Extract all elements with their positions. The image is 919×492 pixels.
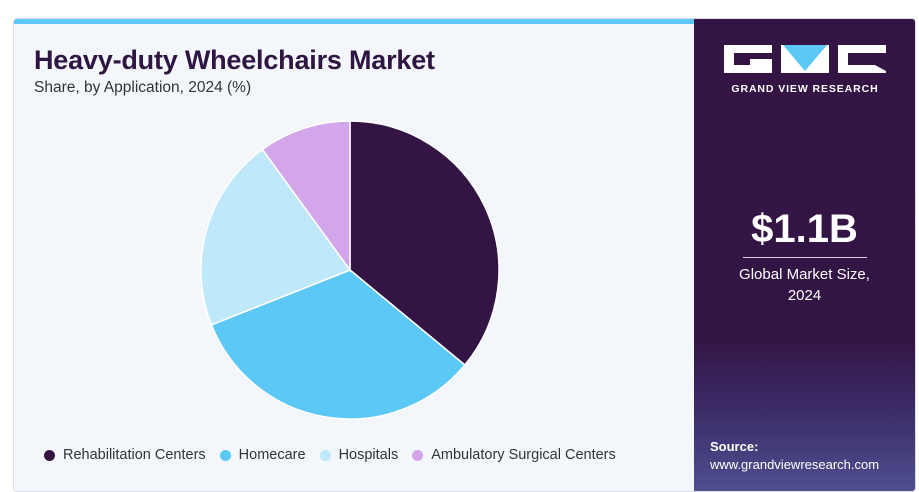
source-label: Source: — [710, 439, 759, 454]
market-size-label-line1: Global Market Size, — [739, 266, 870, 283]
divider — [743, 257, 867, 258]
market-size-label-line2: 2024 — [787, 287, 822, 304]
legend-swatch — [219, 449, 231, 461]
market-size-label: Global Market Size, 2024 — [694, 264, 915, 306]
pie-chart — [200, 120, 500, 420]
brand-name: GRAND VIEW RESEARCH — [731, 83, 879, 95]
legend-item: Homecare — [219, 447, 306, 463]
legend-item: Ambulatory Surgical Centers — [412, 447, 616, 463]
legend-label: Rehabilitation Centers — [63, 447, 206, 463]
chart-panel: Heavy-duty Wheelchairs Market Share, by … — [14, 19, 694, 491]
legend-swatch — [319, 449, 331, 461]
chart-card: Heavy-duty Wheelchairs Market Share, by … — [13, 18, 916, 492]
chart-title: Heavy-duty Wheelchairs Market — [34, 45, 435, 75]
market-size-value: $1.1B — [751, 207, 858, 251]
pie-slice-homecare[interactable] — [210, 269, 466, 420]
chart-subtitle: Share, by Application, 2024 (%) — [34, 79, 252, 96]
legend-label: Homecare — [238, 447, 306, 463]
pie-slice-ambulatory-surgical-centers[interactable] — [261, 120, 351, 273]
legend-swatch — [44, 449, 55, 461]
pie-slice-hospitals[interactable] — [200, 148, 352, 326]
pie-slice-rehabilitation-centers[interactable] — [349, 120, 500, 367]
grand-view-research-logo-icon — [724, 45, 886, 73]
source-url[interactable]: www.grandviewresearch.com — [710, 457, 880, 472]
chart-legend: Rehabilitation Centers Homecare Hospitals A… — [44, 447, 630, 463]
legend-item: Rehabilitation Centers — [44, 447, 206, 463]
brand-logo: GRAND VIEW RESEARCH — [724, 45, 886, 95]
accent-bar — [14, 19, 694, 24]
legend-label: Ambulatory Surgical Centers — [431, 447, 616, 463]
legend-label: Hospitals — [338, 447, 399, 463]
legend-swatch — [412, 449, 424, 461]
info-sidebar: GRAND VIEW RESEARCH $1.1B Global Market … — [694, 19, 915, 491]
legend-item: Hospitals — [319, 447, 399, 463]
